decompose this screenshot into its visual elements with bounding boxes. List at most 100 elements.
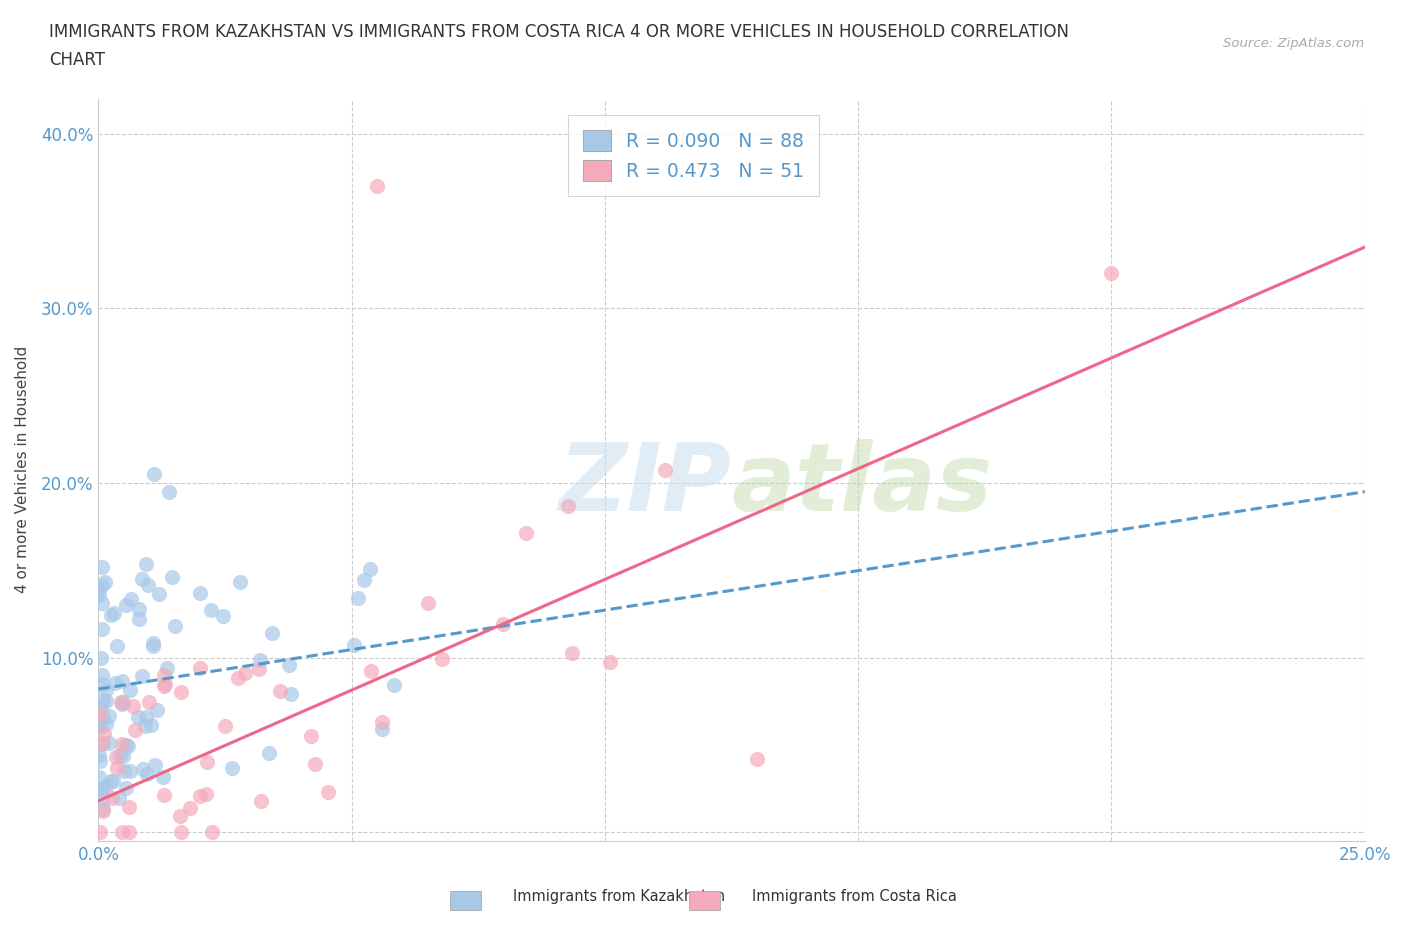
Point bbox=[195, 787, 218, 802]
Point bbox=[94, 778, 117, 793]
Point bbox=[139, 718, 162, 733]
Point bbox=[561, 645, 583, 660]
Point bbox=[347, 591, 370, 605]
Point bbox=[105, 638, 128, 653]
Y-axis label: 4 or more Vehicles in Household: 4 or more Vehicles in Household bbox=[15, 346, 30, 593]
Point bbox=[91, 708, 114, 723]
Text: Immigrants from Costa Rica: Immigrants from Costa Rica bbox=[752, 889, 957, 904]
Point bbox=[94, 716, 117, 731]
Point bbox=[430, 652, 453, 667]
Point bbox=[98, 736, 121, 751]
Point bbox=[135, 557, 157, 572]
Point bbox=[156, 660, 179, 675]
Point bbox=[515, 525, 537, 540]
Point bbox=[90, 782, 112, 797]
Point bbox=[170, 684, 193, 699]
Point bbox=[200, 603, 222, 618]
Point bbox=[353, 573, 375, 588]
Text: Immigrants from Kazakhstan: Immigrants from Kazakhstan bbox=[513, 889, 725, 904]
Point bbox=[152, 668, 174, 683]
Point bbox=[247, 661, 270, 676]
Point bbox=[153, 678, 176, 693]
Point bbox=[160, 569, 183, 584]
Point bbox=[599, 654, 621, 669]
Point bbox=[299, 728, 322, 743]
Point bbox=[111, 697, 134, 711]
Point bbox=[127, 710, 149, 724]
Point bbox=[229, 575, 252, 590]
Point bbox=[114, 737, 136, 752]
Point bbox=[94, 575, 117, 590]
Point bbox=[91, 804, 114, 818]
Point bbox=[114, 780, 136, 795]
Point bbox=[212, 608, 235, 623]
Point bbox=[110, 695, 132, 710]
Point bbox=[360, 663, 382, 678]
Point bbox=[91, 677, 114, 692]
Point bbox=[89, 825, 111, 840]
Point bbox=[118, 825, 141, 840]
Point bbox=[89, 720, 111, 735]
Point bbox=[111, 673, 134, 688]
Point bbox=[269, 684, 291, 698]
Point bbox=[87, 582, 110, 597]
Point bbox=[87, 769, 110, 784]
Point bbox=[188, 585, 211, 600]
Point bbox=[89, 707, 111, 722]
Point bbox=[143, 467, 166, 482]
Point bbox=[262, 626, 284, 641]
Point bbox=[124, 722, 146, 737]
Point bbox=[105, 760, 128, 775]
Point bbox=[359, 561, 381, 576]
Text: atlas: atlas bbox=[731, 439, 993, 531]
Point bbox=[98, 709, 121, 724]
Point bbox=[233, 665, 256, 680]
Point bbox=[745, 751, 768, 766]
Point bbox=[132, 762, 155, 777]
Point bbox=[188, 661, 211, 676]
Point bbox=[142, 639, 165, 654]
Text: CHART: CHART bbox=[49, 51, 105, 69]
Point bbox=[104, 675, 127, 690]
Point bbox=[91, 578, 114, 592]
Point bbox=[111, 748, 134, 763]
Point bbox=[111, 825, 134, 840]
Point bbox=[94, 683, 117, 698]
Point bbox=[91, 791, 114, 806]
Text: Source: ZipAtlas.com: Source: ZipAtlas.com bbox=[1223, 37, 1364, 50]
Point bbox=[416, 596, 439, 611]
Point bbox=[91, 802, 114, 817]
Point bbox=[90, 737, 112, 751]
Point bbox=[382, 677, 405, 692]
Point bbox=[108, 790, 131, 805]
Point bbox=[136, 578, 159, 592]
Point bbox=[157, 485, 180, 499]
Point bbox=[118, 800, 141, 815]
Point bbox=[148, 587, 170, 602]
Point bbox=[169, 809, 191, 824]
Point bbox=[654, 463, 676, 478]
Point bbox=[343, 637, 366, 652]
Point bbox=[112, 764, 135, 779]
Point bbox=[138, 695, 160, 710]
Point bbox=[152, 769, 174, 784]
Point bbox=[557, 499, 579, 514]
Point bbox=[101, 774, 124, 789]
Point bbox=[280, 686, 302, 701]
Point bbox=[89, 588, 111, 603]
Point bbox=[91, 692, 114, 707]
Point bbox=[100, 607, 122, 622]
Text: IMMIGRANTS FROM KAZAKHSTAN VS IMMIGRANTS FROM COSTA RICA 4 OR MORE VEHICLES IN H: IMMIGRANTS FROM KAZAKHSTAN VS IMMIGRANTS… bbox=[49, 23, 1069, 41]
Point bbox=[257, 746, 280, 761]
Legend: R = 0.090   N = 88, R = 0.473   N = 51: R = 0.090 N = 88, R = 0.473 N = 51 bbox=[568, 115, 820, 196]
Point bbox=[91, 560, 114, 575]
Point bbox=[89, 717, 111, 732]
Point bbox=[103, 605, 125, 620]
Point bbox=[91, 595, 114, 610]
Point bbox=[89, 748, 111, 763]
Point bbox=[316, 784, 339, 799]
Point bbox=[108, 748, 131, 763]
Point bbox=[145, 758, 167, 773]
Point bbox=[120, 764, 142, 778]
Point bbox=[152, 788, 174, 803]
